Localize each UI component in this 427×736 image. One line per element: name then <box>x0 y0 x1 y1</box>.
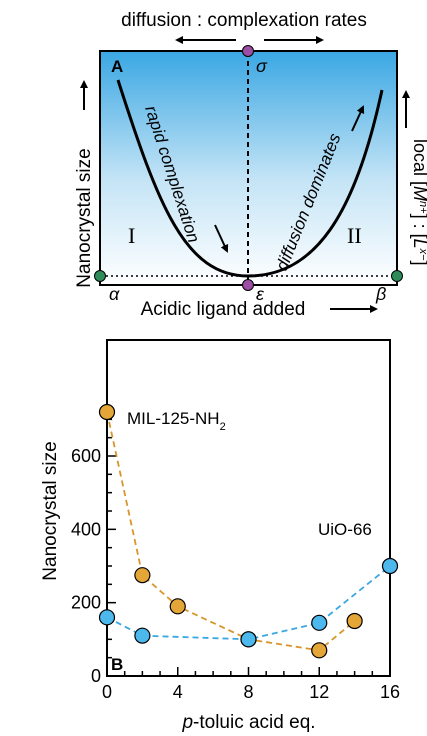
data-point-1-1 <box>134 627 151 644</box>
data-point-0-5 <box>346 612 363 630</box>
data-point-0-4 <box>311 642 328 659</box>
region-i-label: I <box>128 223 135 248</box>
panel-a-top-label: diffusion : complexation rates <box>121 10 367 31</box>
x-tick-label: 12 <box>309 682 329 702</box>
data-point-1-0 <box>98 609 116 626</box>
data-point-1-4 <box>381 557 399 575</box>
y-tick-label: 600 <box>71 446 101 466</box>
panel-a-right-label: local [Mn+] : [Lx−] <box>410 139 427 266</box>
sigma-dot <box>242 45 254 57</box>
panel-a-box <box>99 50 398 286</box>
y-tick-label: 200 <box>71 593 101 613</box>
sigma-label: σ <box>256 56 268 76</box>
panel-a-x-label: Acidic ligand added <box>141 299 306 320</box>
x-tick-label: 0 <box>102 682 112 702</box>
data-point-0-2 <box>169 598 186 615</box>
u-curve <box>116 79 384 278</box>
panel-b-points <box>98 403 399 659</box>
y-tick-label: 0 <box>91 666 101 686</box>
uio-label: UiO-66 <box>318 520 372 539</box>
right-curve-arrow <box>351 105 365 132</box>
panel-b-letter: B <box>111 655 123 674</box>
panel-a-letter: A <box>111 57 123 76</box>
panel-a-y-label: Nanocrystal size <box>74 148 95 287</box>
panel-b-ticks: 0 4 8 12 16 0 200 400 600 <box>71 418 400 702</box>
beta-dot <box>391 270 403 282</box>
data-point-1-3 <box>311 614 328 631</box>
panel-b-box <box>106 339 391 677</box>
panel-b-y-label: Nanocrystal size <box>40 441 61 580</box>
data-point-0-0 <box>98 403 116 421</box>
y-tick-label: 400 <box>71 519 101 539</box>
alpha-dot <box>94 270 106 282</box>
region-ii-label: II <box>347 223 362 248</box>
beta-label: β <box>375 284 386 304</box>
x-tick-label: 16 <box>380 682 400 702</box>
epsilon-dot <box>242 279 254 291</box>
left-curve-arrow <box>214 224 229 253</box>
epsilon-label: ε <box>256 284 265 304</box>
panel-b: 0 4 8 12 16 0 200 400 600 B MIL-125-NH2 UiO-66 N… <box>40 339 400 733</box>
x-tick-label: 4 <box>173 682 183 702</box>
mil-label: MIL-125-NH2 <box>127 409 226 433</box>
data-point-0-1 <box>134 567 151 584</box>
data-point-1-2 <box>240 631 257 648</box>
panel-b-x-label: p-toluic acid eq. <box>181 712 315 733</box>
alpha-label: α <box>109 284 120 304</box>
x-tick-label: 8 <box>243 682 253 702</box>
panel-a: diffusion : complexation rates A σ ε α β… <box>74 10 427 320</box>
